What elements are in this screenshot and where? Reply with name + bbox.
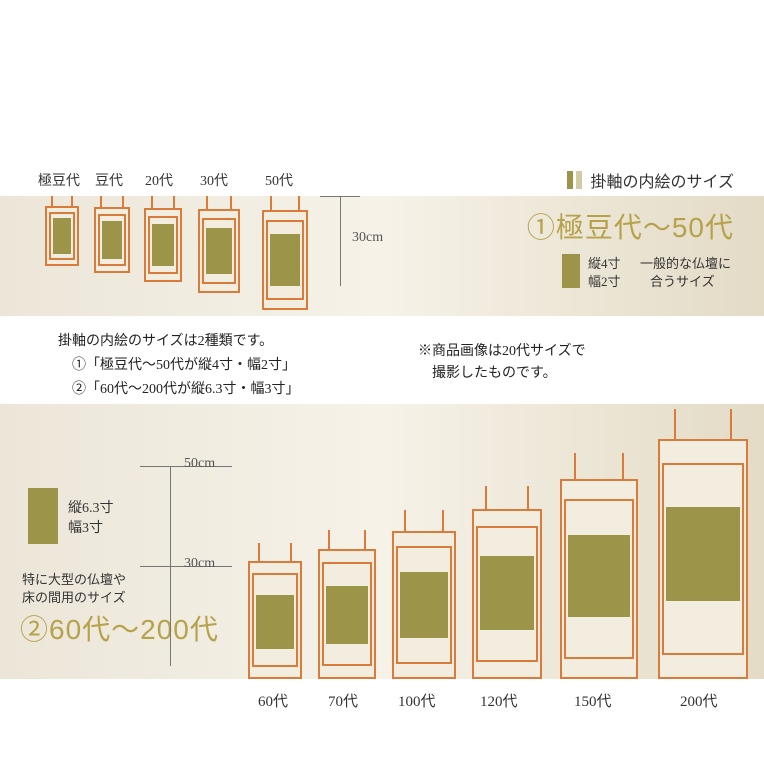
scroll-item — [658, 409, 748, 679]
s1-label-1: 豆代 — [95, 170, 123, 190]
s2-legend-w: 幅3寸 — [68, 518, 103, 539]
s2-dim50: 50cm — [184, 456, 215, 472]
scroll-paint — [102, 221, 122, 259]
scroll-paint — [326, 586, 368, 644]
s2-heading-text: ②60代～200代 — [20, 608, 219, 648]
s1-legend-note-l1: 一般的な仏壇に — [640, 254, 731, 274]
s1-legend-w: 幅2寸 — [588, 272, 621, 292]
scroll-straps — [560, 453, 638, 479]
title-mark-icon-2 — [576, 171, 582, 189]
s2-swatch — [28, 488, 58, 544]
s2-label-4: 150代 — [574, 690, 612, 711]
scroll-straps — [144, 196, 182, 208]
scroll-item — [472, 486, 542, 679]
scroll-straps — [658, 409, 748, 439]
mid-note-l1: ※商品画像は20代サイズで — [418, 340, 586, 364]
scroll-straps — [392, 510, 456, 531]
scroll-paint — [480, 556, 534, 630]
s2-legend-note-l2: 床の間用のサイズ — [22, 588, 126, 608]
scroll-straps — [472, 486, 542, 509]
mid-l2: ①「極豆代～50代が縦4寸・幅2寸」 — [72, 354, 296, 378]
mid-note-l2: 撮影したものです。 — [418, 362, 557, 386]
scroll-straps — [318, 530, 376, 549]
scroll-paint — [152, 224, 174, 266]
s2-legend-h: 縦6.3寸 — [68, 498, 114, 519]
title-right-text: 掛軸の内絵のサイズ — [590, 168, 734, 192]
s2-label-1: 70代 — [328, 690, 358, 711]
s2-heading: ②60代～200代 — [20, 608, 219, 648]
s2-label-0: 60代 — [258, 690, 288, 711]
scroll-straps — [94, 196, 130, 207]
scroll-paint — [568, 535, 630, 617]
mid-l1: 掛軸の内絵のサイズは2種類です。 — [58, 330, 273, 354]
s2-legend-note-l1: 特に大型の仏壇や — [22, 570, 126, 590]
s1-swatch — [562, 254, 580, 288]
title-mark-icon — [567, 171, 573, 189]
scroll-item — [94, 196, 130, 273]
s2-label-5: 200代 — [680, 690, 718, 711]
scroll-item — [45, 196, 79, 266]
s1-dim-v — [340, 196, 341, 286]
scroll-paint — [400, 572, 448, 638]
scroll-paint — [270, 234, 300, 286]
scroll-item — [560, 453, 638, 679]
s2-dim50-v — [170, 466, 171, 566]
s1-dim-label: 30cm — [352, 230, 383, 246]
s1-legend-note-l2: 合うサイズ — [650, 272, 715, 292]
scroll-item — [248, 543, 302, 679]
s1-label-2: 20代 — [145, 170, 173, 190]
scroll-straps — [198, 196, 240, 209]
s1-label-0: 極豆代 — [38, 170, 80, 190]
s2-label-2: 100代 — [398, 690, 436, 711]
s2-dim30: 30cm — [184, 556, 215, 572]
title-right: 掛軸の内絵のサイズ — [567, 168, 734, 192]
scroll-straps — [45, 196, 79, 206]
scroll-item — [144, 196, 182, 282]
scroll-paint — [666, 507, 740, 601]
scroll-item — [392, 510, 456, 679]
scroll-item — [198, 196, 240, 293]
s2-label-3: 120代 — [480, 690, 518, 711]
scroll-paint — [206, 228, 232, 274]
scroll-paint — [256, 595, 294, 649]
scroll-paint — [53, 218, 71, 254]
s1-legend-h: 縦4寸 — [588, 254, 621, 274]
mid-l3: ②「60代～200代が縦6.3寸・幅3寸」 — [72, 378, 300, 402]
s1-label-4: 50代 — [265, 170, 293, 190]
s1-label-3: 30代 — [200, 170, 228, 190]
s2-dim30-v — [170, 566, 171, 666]
s1-heading-text: ①極豆代～50代 — [527, 206, 734, 246]
s1-heading: ①極豆代～50代 — [527, 206, 734, 246]
scroll-straps — [262, 196, 308, 210]
scroll-item — [262, 196, 308, 310]
scroll-item — [318, 530, 376, 679]
scroll-straps — [248, 543, 302, 561]
